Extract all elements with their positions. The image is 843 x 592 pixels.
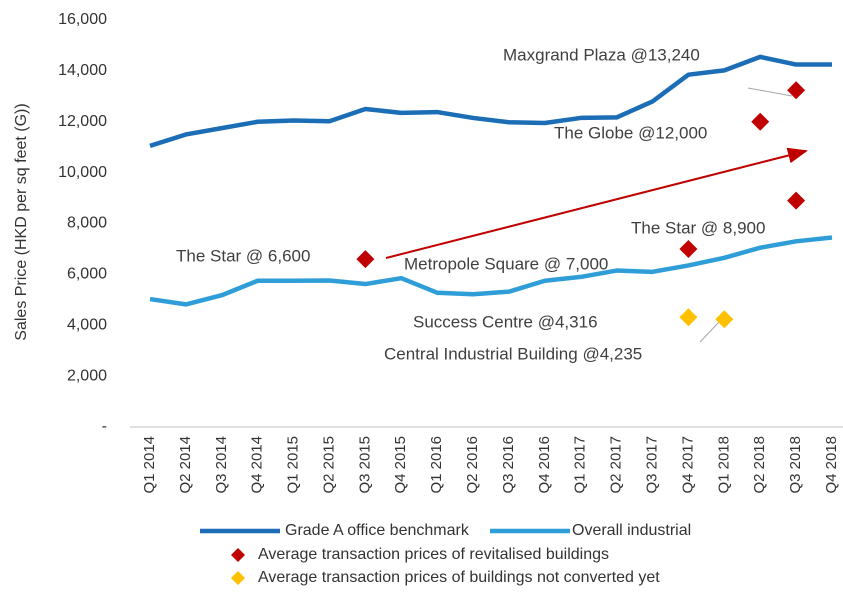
line-series — [149, 235, 833, 307]
x-tick-label: Q3 2017 — [643, 436, 660, 494]
leader-line — [699, 321, 720, 343]
y-tick-label: 16,000 — [58, 11, 107, 28]
y-tick-label: 10,000 — [58, 164, 107, 181]
y-tick-label: 14,000 — [58, 62, 107, 79]
diamond-marker — [751, 112, 770, 131]
y-tick-label: 4,000 — [67, 316, 107, 333]
annotation: Central Industrial Building @4,235 — [384, 344, 642, 363]
legend-marker — [231, 548, 245, 562]
trend-arrow — [385, 147, 808, 259]
annotation: The Globe @12,000 — [554, 123, 707, 142]
x-tick-label: Q1 2014 — [141, 436, 158, 494]
y-tick-label: 12,000 — [58, 113, 107, 130]
legend-label: Grade A office benchmark — [285, 522, 470, 539]
x-tick-label: Q1 2018 — [715, 436, 732, 494]
x-tick-label: Q4 2017 — [679, 436, 696, 494]
x-tick-label: Q4 2014 — [249, 436, 266, 494]
diamond-marker — [715, 310, 734, 329]
x-tick-label: Q3 2015 — [356, 436, 373, 494]
legend-label: Average transaction prices of revitalise… — [258, 546, 609, 563]
x-tick-label: Q4 2015 — [392, 436, 409, 494]
annotation: Maxgrand Plaza @13,240 — [503, 45, 700, 64]
x-tick-label: Q2 2014 — [177, 436, 194, 494]
x-tick-label: Q4 2018 — [823, 436, 840, 494]
x-tick-label: Q2 2015 — [320, 436, 337, 494]
x-tick-label: Q3 2014 — [213, 436, 230, 494]
annotation: Success Centre @4,316 — [413, 312, 598, 331]
annotation: The Star @ 8,900 — [631, 218, 765, 237]
diamond-marker — [356, 250, 375, 269]
x-tick-label: Q4 2016 — [536, 436, 553, 494]
x-tick-label: Q2 2018 — [751, 436, 768, 494]
x-tick-label: Q1 2015 — [285, 436, 302, 494]
y-axis-title: Sales Price (HKD per sq feet (G)) — [13, 103, 30, 340]
legend-label: Average transaction prices of buildings … — [258, 569, 660, 586]
annotation: The Star @ 6,600 — [176, 246, 310, 265]
x-tick-label: Q3 2016 — [500, 436, 517, 494]
leader-line — [747, 87, 793, 97]
diamond-marker — [679, 308, 698, 327]
line-series — [149, 54, 832, 149]
x-tick-label: Q1 2016 — [428, 436, 445, 494]
diamond-marker — [679, 239, 698, 258]
diamond-marker — [787, 191, 806, 210]
x-tick-label: Q3 2018 — [787, 436, 804, 494]
y-tick-label: 8,000 — [67, 215, 107, 232]
x-tick-label: Q2 2017 — [608, 436, 625, 494]
legend-marker — [231, 571, 245, 585]
y-tick-label: 2,000 — [67, 367, 107, 384]
x-tick-label: Q2 2016 — [464, 436, 481, 494]
x-tick-label: Q1 2017 — [572, 436, 589, 494]
annotation: Metropole Square @ 7,000 — [404, 254, 608, 273]
diamond-marker — [787, 81, 806, 100]
y-tick-label: - — [102, 418, 107, 435]
y-tick-label: 6,000 — [67, 266, 107, 283]
legend-label: Overall industrial — [572, 522, 691, 539]
